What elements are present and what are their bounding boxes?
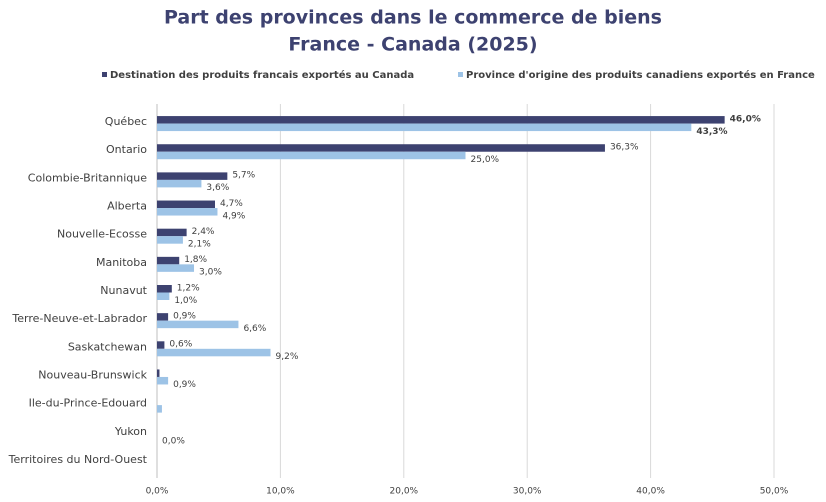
y-tick-label: Alberta (107, 200, 147, 213)
value-label: 2,4% (192, 227, 215, 237)
legend-label: Destination des produits francais export… (110, 69, 414, 81)
y-tick-label: Yukon (114, 425, 147, 438)
bar (157, 200, 215, 209)
value-label: 4,9% (222, 211, 245, 221)
y-tick-label: Ontario (106, 143, 147, 156)
value-label: 9,2% (276, 352, 299, 362)
value-label: 43,3% (696, 127, 727, 137)
bar (157, 144, 605, 152)
bar (157, 116, 725, 124)
x-tick-label: 40,0% (636, 487, 665, 497)
bar (157, 320, 239, 329)
value-label: 1,2% (177, 283, 200, 293)
bar (157, 292, 170, 300)
bar (157, 341, 165, 349)
bar (157, 151, 466, 160)
y-tick-label: Territoires du Nord-Ouest (8, 453, 148, 466)
value-label: 6,6% (243, 324, 266, 334)
bar (157, 264, 195, 272)
y-tick-label: Colombie-Britannique (28, 171, 147, 184)
value-label: 46,0% (730, 114, 761, 124)
bar (157, 376, 169, 385)
y-tick-label: Manitoba (96, 256, 147, 269)
x-tick-label: 30,0% (513, 487, 542, 497)
bar (157, 405, 162, 413)
chart-title: Part des provinces dans le commerce de b… (164, 7, 662, 29)
bar (157, 256, 180, 265)
value-label: 36,3% (610, 142, 639, 152)
value-label: 2,1% (188, 239, 211, 249)
y-tick-label: Québec (105, 115, 147, 128)
y-tick-label: Nouvelle-Ecosse (57, 228, 147, 241)
value-label: 0,6% (169, 340, 192, 350)
bar (157, 179, 202, 188)
bar (157, 123, 692, 132)
bar (157, 236, 183, 244)
value-label: 4,7% (220, 199, 243, 209)
y-tick-label: Nunavut (100, 284, 147, 297)
bar (157, 208, 218, 216)
legend-swatch (458, 72, 463, 77)
x-tick-label: 10,0% (266, 487, 295, 497)
bar (157, 172, 228, 180)
x-tick-label: 50,0% (760, 487, 789, 497)
value-label: 0,0% (162, 437, 185, 447)
x-tick-label: 0,0% (146, 487, 169, 497)
y-tick-label: Saskatchewan (68, 340, 147, 353)
value-label: 3,6% (206, 183, 229, 193)
legend-label: Province d'origine des produits canadien… (466, 69, 815, 81)
value-label: 1,8% (184, 255, 207, 265)
chart-subtitle: France - Canada (2025) (288, 34, 537, 56)
value-label: 5,7% (232, 171, 255, 181)
bar (157, 285, 172, 293)
bar (157, 348, 271, 357)
value-label: 3,0% (199, 268, 222, 278)
value-label: 25,0% (471, 155, 500, 165)
bar (157, 313, 169, 321)
bar (157, 369, 160, 377)
legend-swatch (102, 72, 107, 77)
value-label: 1,0% (174, 296, 197, 306)
y-tick-label: Ile-du-Prince-Edouard (29, 397, 147, 410)
y-tick-label: Terre-Neuve-et-Labrador (11, 312, 147, 325)
value-label: 0,9% (173, 311, 196, 321)
y-tick-label: Nouveau-Brunswick (38, 368, 147, 381)
x-tick-label: 20,0% (390, 487, 419, 497)
value-label: 0,9% (173, 380, 196, 390)
bar (157, 228, 187, 237)
